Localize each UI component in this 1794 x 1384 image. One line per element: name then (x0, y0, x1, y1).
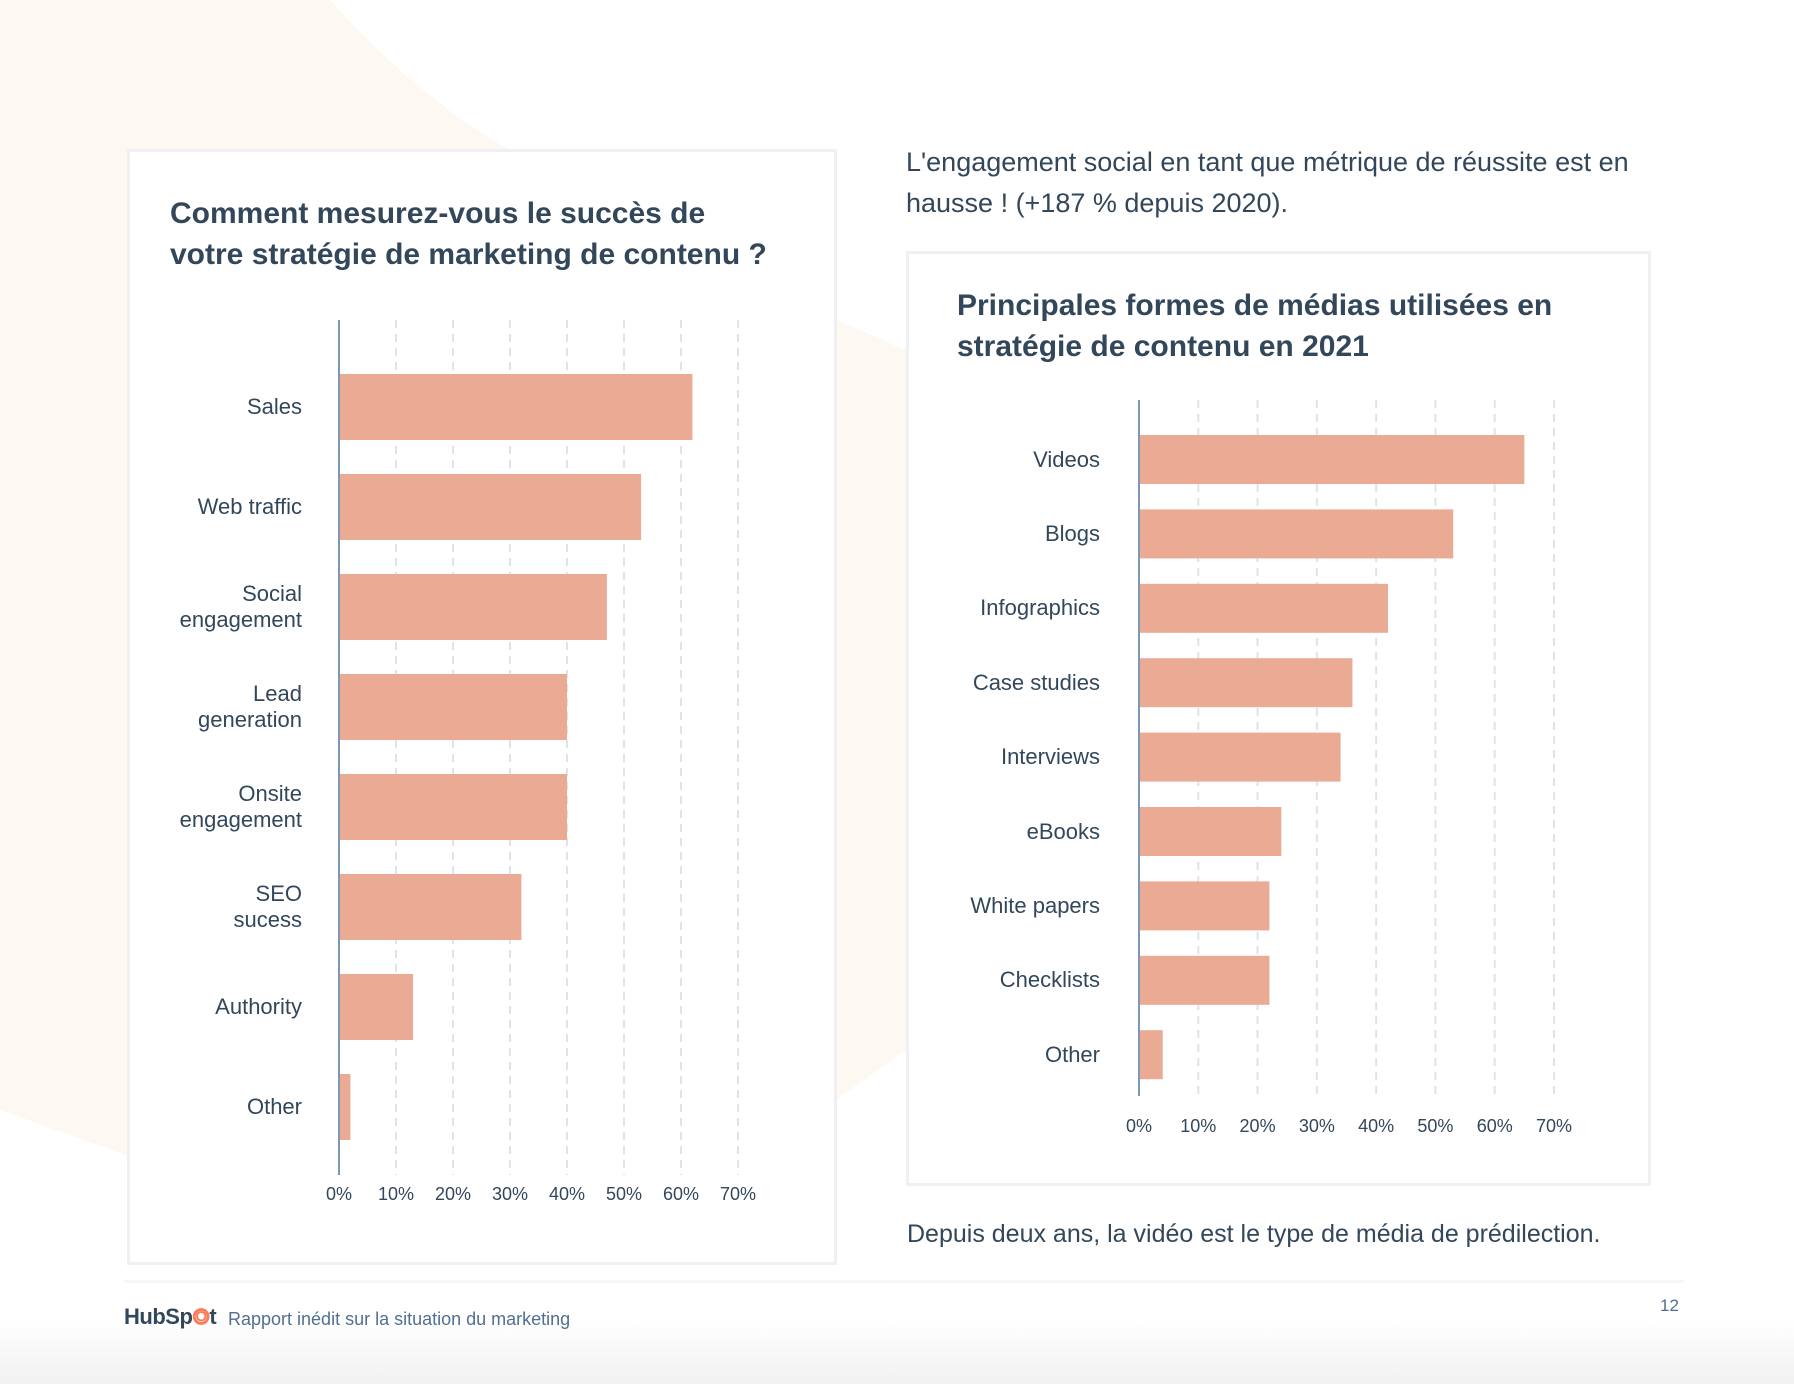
hubspot-logo: HubSp⭗t (124, 1304, 217, 1329)
bar (1139, 807, 1282, 856)
x-tick-label: 50% (605, 1184, 643, 1204)
bar (339, 674, 567, 740)
category-label: Authority (215, 994, 302, 1019)
intro-text: L'engagement social en tant que métrique… (906, 147, 1629, 218)
x-tick-label: 60% (662, 1184, 700, 1204)
x-tick-label: 50% (1417, 1116, 1454, 1136)
x-tick-label: 30% (491, 1184, 529, 1204)
x-tick-label: 0% (325, 1184, 353, 1204)
category-label: Infographics (980, 595, 1100, 621)
category-label: Videos (1033, 446, 1100, 472)
category-label: Sales (246, 394, 302, 419)
x-tick-label: 0% (1125, 1116, 1153, 1136)
x-tick-label: 10% (377, 1184, 415, 1204)
x-tick-label: 20% (1239, 1116, 1276, 1136)
bar (1139, 658, 1353, 708)
category-label: Blogs (1044, 520, 1100, 546)
x-tick-label: 10% (1180, 1116, 1217, 1136)
category-label: Lead generation (198, 681, 302, 732)
bar (1139, 435, 1525, 484)
x-tick-label: 70% (719, 1184, 757, 1204)
category-label: Interviews (1000, 744, 1100, 770)
x-tick-label: 20% (434, 1184, 472, 1204)
bar (339, 974, 414, 1040)
bar (1139, 509, 1454, 559)
footer-divider (124, 1280, 1684, 1283)
chart-title-right: Principales formes de médias utilisées e… (957, 289, 1553, 363)
category-label: Onsite engagement (179, 781, 302, 832)
category-label: White papers (970, 892, 1100, 918)
x-tick-label: 40% (548, 1184, 586, 1204)
category-label: Social engagement (179, 581, 302, 632)
category-label: Other (246, 1094, 302, 1119)
bar (339, 374, 693, 440)
bar (339, 474, 642, 540)
category-label: Checklists (999, 967, 1100, 993)
bar (1139, 732, 1341, 782)
x-tick-label: 40% (1358, 1116, 1395, 1136)
x-tick-label: 30% (1298, 1116, 1335, 1136)
bar (1139, 881, 1270, 931)
caption-text: Depuis deux ans, la vidéo est le type de… (907, 1220, 1601, 1248)
bar (339, 774, 567, 840)
bar (339, 874, 522, 940)
category-label: SEO sucess (233, 881, 302, 932)
chart-card-right (906, 251, 1651, 1186)
category-label: eBooks (1026, 818, 1100, 844)
x-tick-label: 60% (1476, 1116, 1513, 1136)
bar (339, 574, 607, 640)
page-number: 12 (1660, 1296, 1679, 1315)
bar (1139, 583, 1388, 633)
category-label: Case studies (972, 669, 1100, 695)
bar (1139, 1030, 1163, 1080)
category-label: Web traffic (197, 494, 302, 519)
footer-text: Rapport inédit sur la situation du marke… (228, 1309, 571, 1329)
bottom-fade (0, 1320, 1794, 1384)
bar (1139, 955, 1270, 1005)
x-tick-label: 70% (1535, 1116, 1573, 1136)
category-label: Other (1044, 1041, 1100, 1067)
bar (339, 1074, 351, 1140)
chart-title-left: Comment mesurez-vous le succès de votre … (170, 197, 767, 271)
